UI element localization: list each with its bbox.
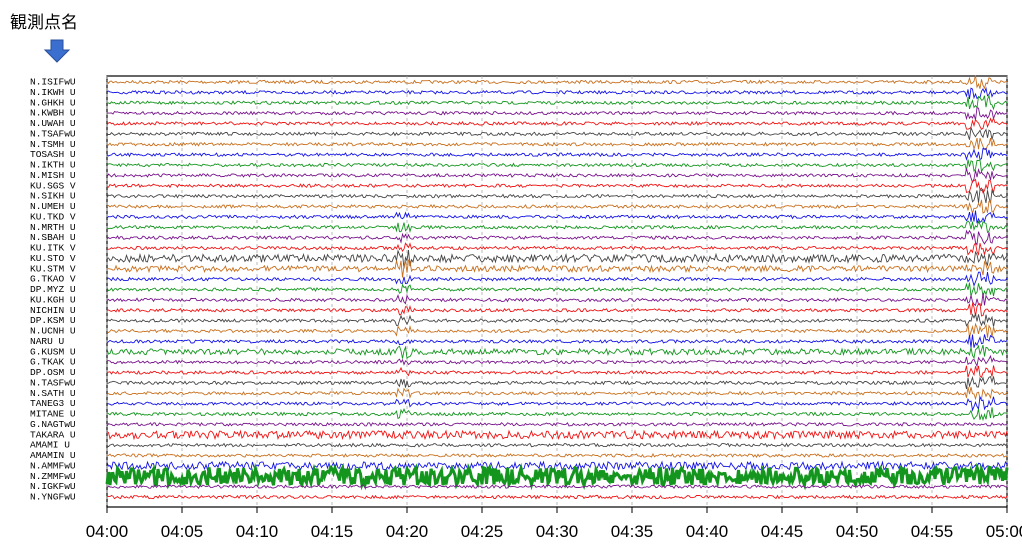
station-label: KU.STO V (30, 253, 76, 264)
station-label: G.TKAO V (30, 274, 76, 285)
station-label: N.UCNH U (30, 326, 76, 337)
trace (106, 442, 1008, 448)
trace (106, 282, 1008, 297)
trace (106, 293, 1008, 307)
station-label: N.SIKH U (30, 191, 76, 202)
trace (106, 407, 1008, 422)
chart-title: 観測点名 (10, 13, 78, 33)
trace (106, 494, 1008, 500)
trace (106, 302, 1008, 317)
arrow-icon (43, 39, 71, 63)
trace (106, 365, 1008, 379)
station-label: N.SATH U (30, 388, 76, 399)
trace (106, 86, 1008, 100)
trace (106, 147, 1008, 161)
station-label: N.MISH U (30, 170, 76, 181)
x-tick-label: 04:20 (386, 522, 429, 541)
station-label: N.MRTH U (30, 222, 76, 233)
station-label: N.IKTH U (30, 160, 76, 171)
trace (106, 241, 1008, 256)
trace (106, 229, 1008, 246)
station-label: TANEG3 U (30, 398, 76, 409)
trace (106, 429, 1008, 441)
station-label: N.ZMMFwU (30, 471, 76, 482)
station-label: N.KWBH U (30, 108, 76, 119)
station-label: G.KUSM U (30, 346, 76, 357)
station-label: KU.ITK V (30, 243, 76, 254)
station-label: KU.TKD V (30, 211, 76, 222)
station-label: DP.MYZ U (30, 284, 76, 295)
trace (106, 334, 1008, 348)
trace (106, 167, 1008, 184)
station-label: N.TASFwU (30, 377, 76, 388)
x-tick-label: 04:15 (311, 522, 354, 541)
x-tick-label: 04:10 (236, 522, 279, 541)
trace (106, 484, 1008, 490)
station-label: N.IGKFwU (30, 481, 76, 492)
x-tick-label: 04:05 (161, 522, 204, 541)
station-label: AMAMI U (30, 440, 70, 451)
x-tick-label: 04:35 (611, 522, 654, 541)
trace (106, 460, 1008, 472)
trace (106, 271, 1008, 287)
trace (106, 210, 1008, 224)
trace (106, 178, 1008, 195)
x-tick-label: 04:45 (761, 522, 804, 541)
station-label: TOSASH U (30, 149, 76, 160)
station-label: N.TSAFwU (30, 128, 76, 139)
x-tick-label: 04:50 (836, 522, 879, 541)
trace (106, 453, 1008, 458)
trace (106, 396, 1008, 412)
station-label: NICHIN U (30, 305, 76, 316)
station-label: KU.SGS V (30, 180, 76, 191)
station-label: MITANE U (30, 409, 76, 420)
station-label: DP.OSM U (30, 367, 76, 378)
trace (106, 375, 1008, 390)
trace (106, 322, 1008, 338)
trace (106, 421, 1008, 427)
station-label: AMAMIN U (30, 450, 76, 461)
trace (106, 312, 1008, 327)
trace (106, 94, 1008, 111)
station-label: N.IKWH U (30, 87, 76, 98)
trace (106, 159, 1008, 174)
trace (106, 249, 1008, 269)
trace (106, 116, 1008, 130)
x-tick-label: 04:55 (911, 522, 954, 541)
station-label: KU.KGH U (30, 294, 76, 305)
station-label: DP.KSM U (30, 315, 76, 326)
trace (106, 75, 1008, 90)
station-label: N.YNGFwU (30, 492, 76, 503)
station-label: G.TKAK U (30, 357, 76, 368)
station-label: N.AMMFwU (30, 460, 76, 471)
station-label: G.NAGTwU (30, 419, 76, 430)
trace (106, 344, 1008, 360)
trace (106, 106, 1008, 121)
station-label: N.SBAH U (30, 232, 76, 243)
trace (106, 188, 1007, 204)
station-label: N.ISIFwU (30, 77, 76, 88)
x-tick-label: 04:25 (461, 522, 504, 541)
x-tick-label: 04:00 (86, 522, 129, 541)
station-label: TAKARA U (30, 429, 76, 440)
trace (106, 259, 1008, 278)
trace (106, 354, 1008, 368)
station-label: N.GHKH U (30, 97, 76, 108)
trace (106, 137, 1008, 151)
station-label: N.UWAH U (30, 118, 76, 129)
station-label: N.UMEH U (30, 201, 76, 212)
station-label: NARU U (30, 336, 65, 347)
trace (106, 386, 1008, 401)
trace (105, 462, 1009, 491)
x-tick-label: 04:30 (536, 522, 579, 541)
x-tick-label: 04:40 (686, 522, 729, 541)
trace (106, 199, 1008, 216)
trace (106, 127, 1008, 140)
station-label: KU.STM V (30, 263, 76, 274)
station-label: N.TSMH U (30, 139, 76, 150)
x-tick-label: 05:00 (986, 522, 1022, 541)
trace (106, 220, 1008, 234)
